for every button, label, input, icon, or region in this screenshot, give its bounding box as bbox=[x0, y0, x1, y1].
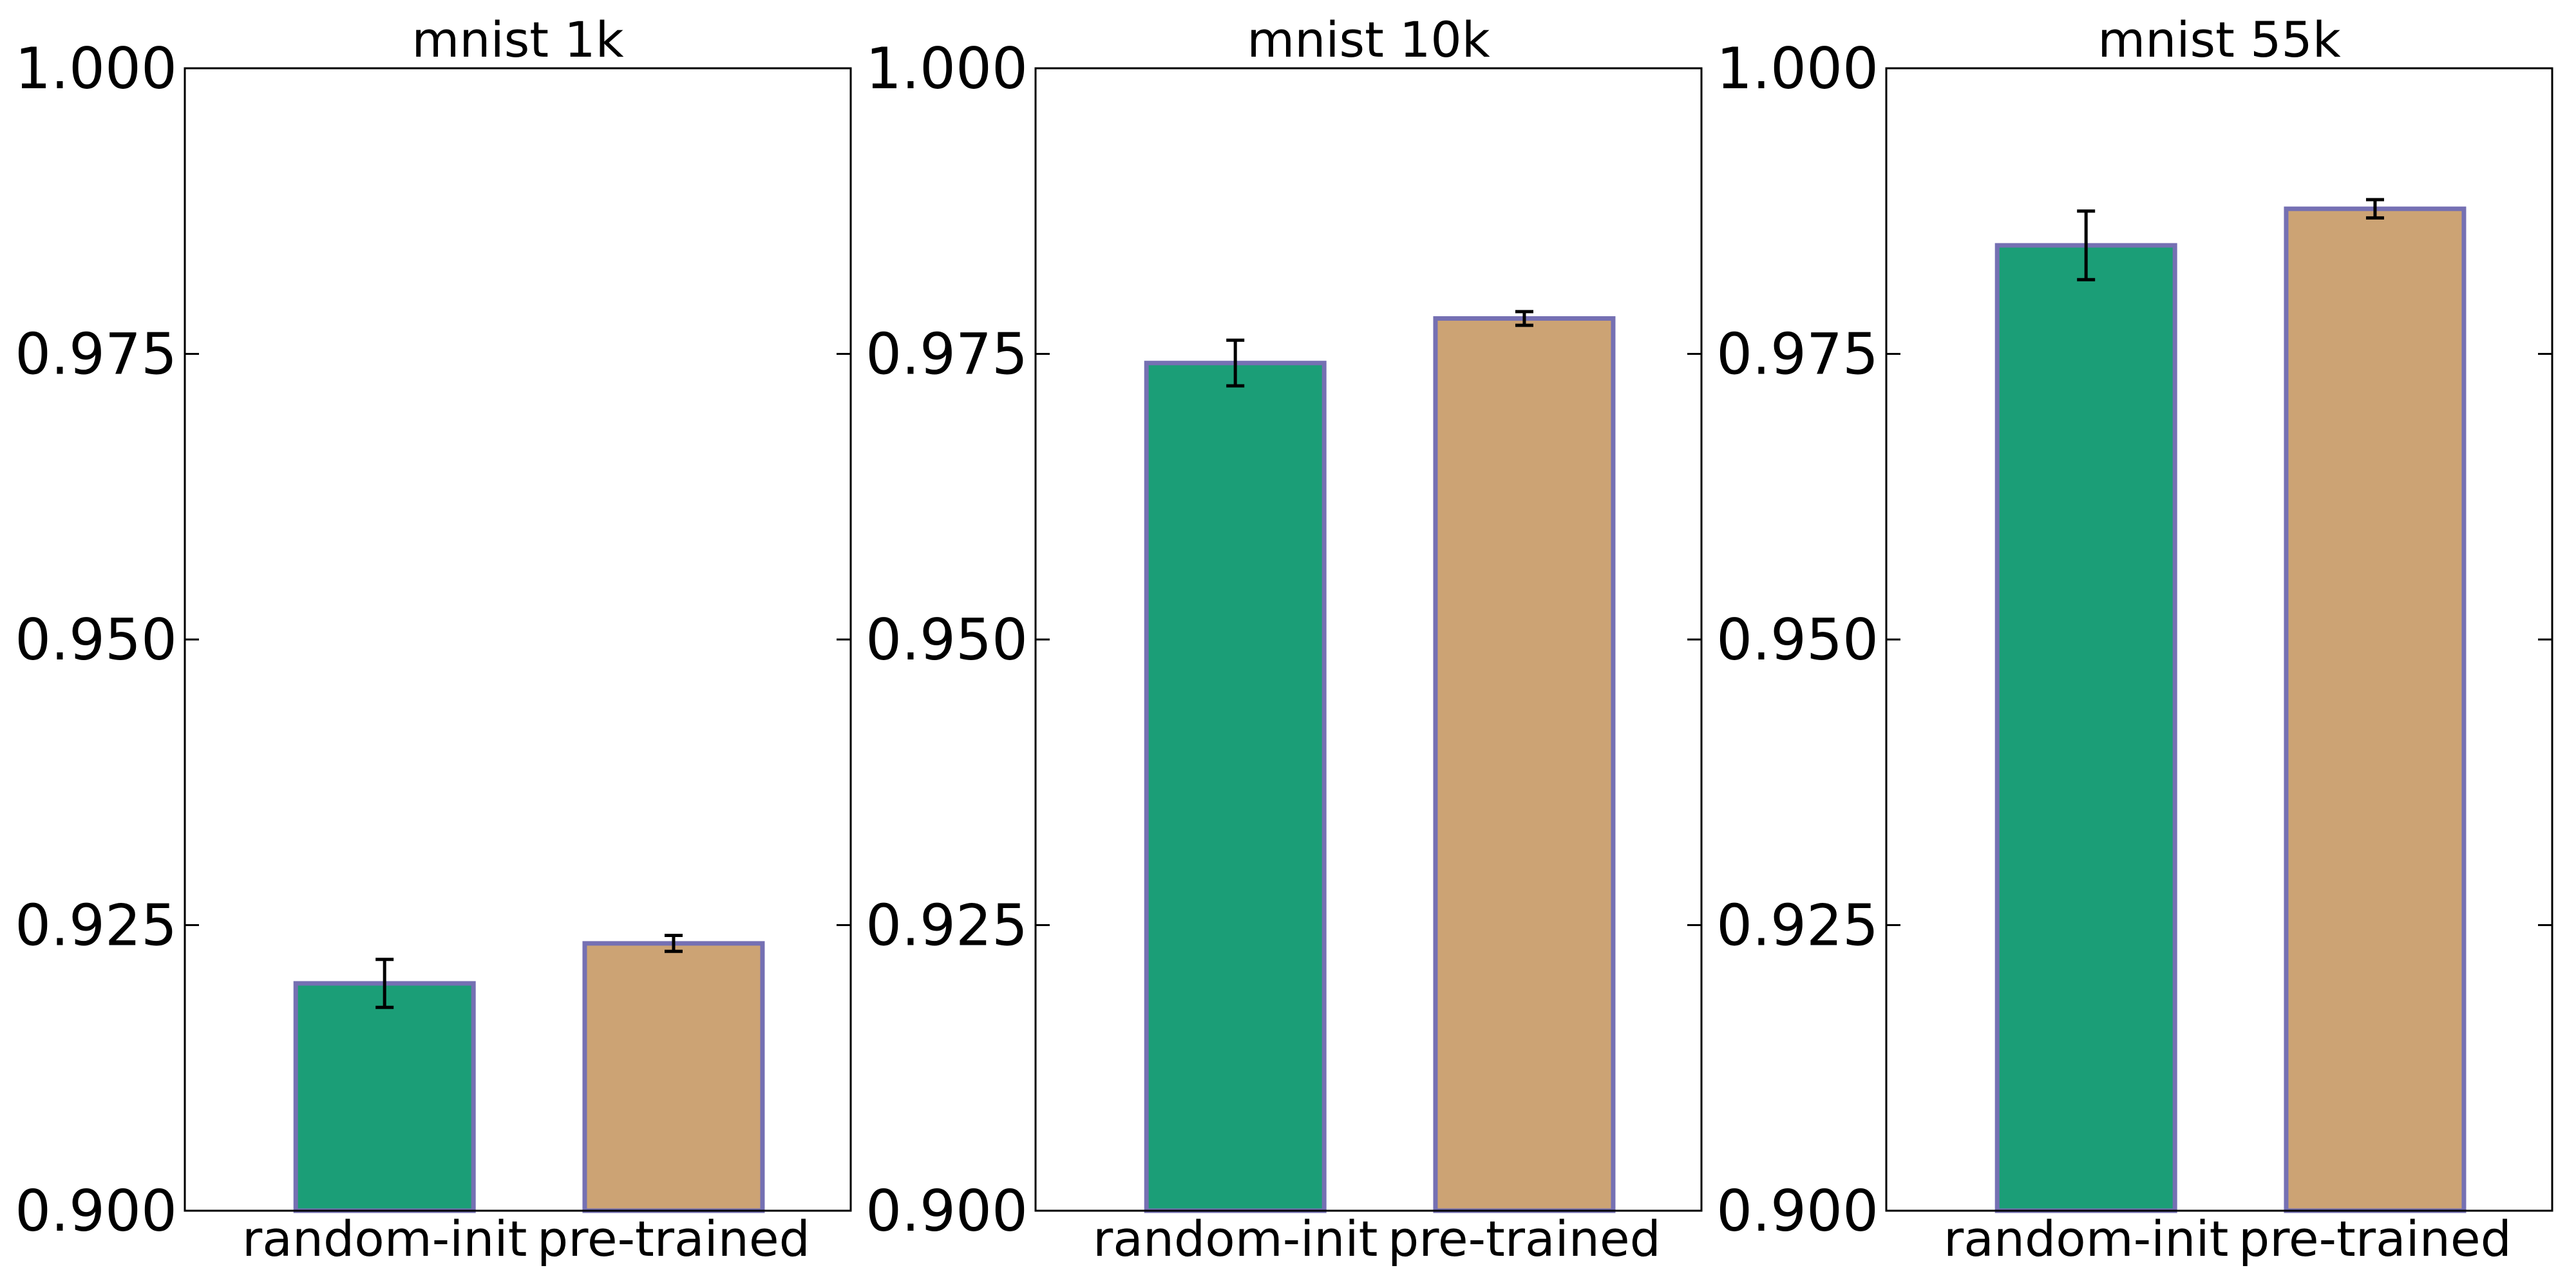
y-tick-label: 1.000 bbox=[1716, 35, 1879, 102]
y-tick-label: 0.950 bbox=[1716, 607, 1879, 673]
y-tick-label: 0.900 bbox=[1716, 1178, 1879, 1244]
bar-random-init bbox=[1144, 361, 1327, 1213]
bar-random-init bbox=[1994, 243, 2177, 1213]
y-tick-label: 0.975 bbox=[866, 321, 1028, 388]
y-tick-label: 0.950 bbox=[15, 607, 177, 673]
y-tick-label: 0.925 bbox=[15, 893, 177, 959]
x-category-label: pre-trained bbox=[537, 1210, 810, 1267]
y-tick-label: 0.925 bbox=[1716, 893, 1879, 959]
x-category-label: pre-trained bbox=[2239, 1210, 2512, 1267]
bar-pre-trained bbox=[2284, 206, 2467, 1213]
y-tick-label: 1.000 bbox=[866, 35, 1028, 102]
panel-title: mnist 1k bbox=[412, 11, 623, 68]
bar-pre-trained bbox=[1433, 316, 1616, 1213]
bar-pre-trained bbox=[582, 941, 765, 1213]
y-tick-label: 0.975 bbox=[15, 321, 177, 388]
y-tick-label: 0.925 bbox=[866, 893, 1028, 959]
y-tick-label: 0.900 bbox=[866, 1178, 1028, 1244]
panel-title: mnist 55k bbox=[2098, 11, 2341, 68]
y-tick-label: 1.000 bbox=[15, 35, 177, 102]
bar-random-init bbox=[293, 981, 476, 1213]
panel-title: mnist 10k bbox=[1247, 11, 1490, 68]
x-category-label: random-init bbox=[242, 1210, 527, 1267]
y-tick-label: 0.950 bbox=[866, 607, 1028, 673]
x-category-label: pre-trained bbox=[1388, 1210, 1661, 1267]
y-tick-label: 0.975 bbox=[1716, 321, 1879, 388]
x-category-label: random-init bbox=[1093, 1210, 1378, 1267]
x-category-label: random-init bbox=[1944, 1210, 2228, 1267]
y-tick-label: 0.900 bbox=[15, 1178, 177, 1244]
